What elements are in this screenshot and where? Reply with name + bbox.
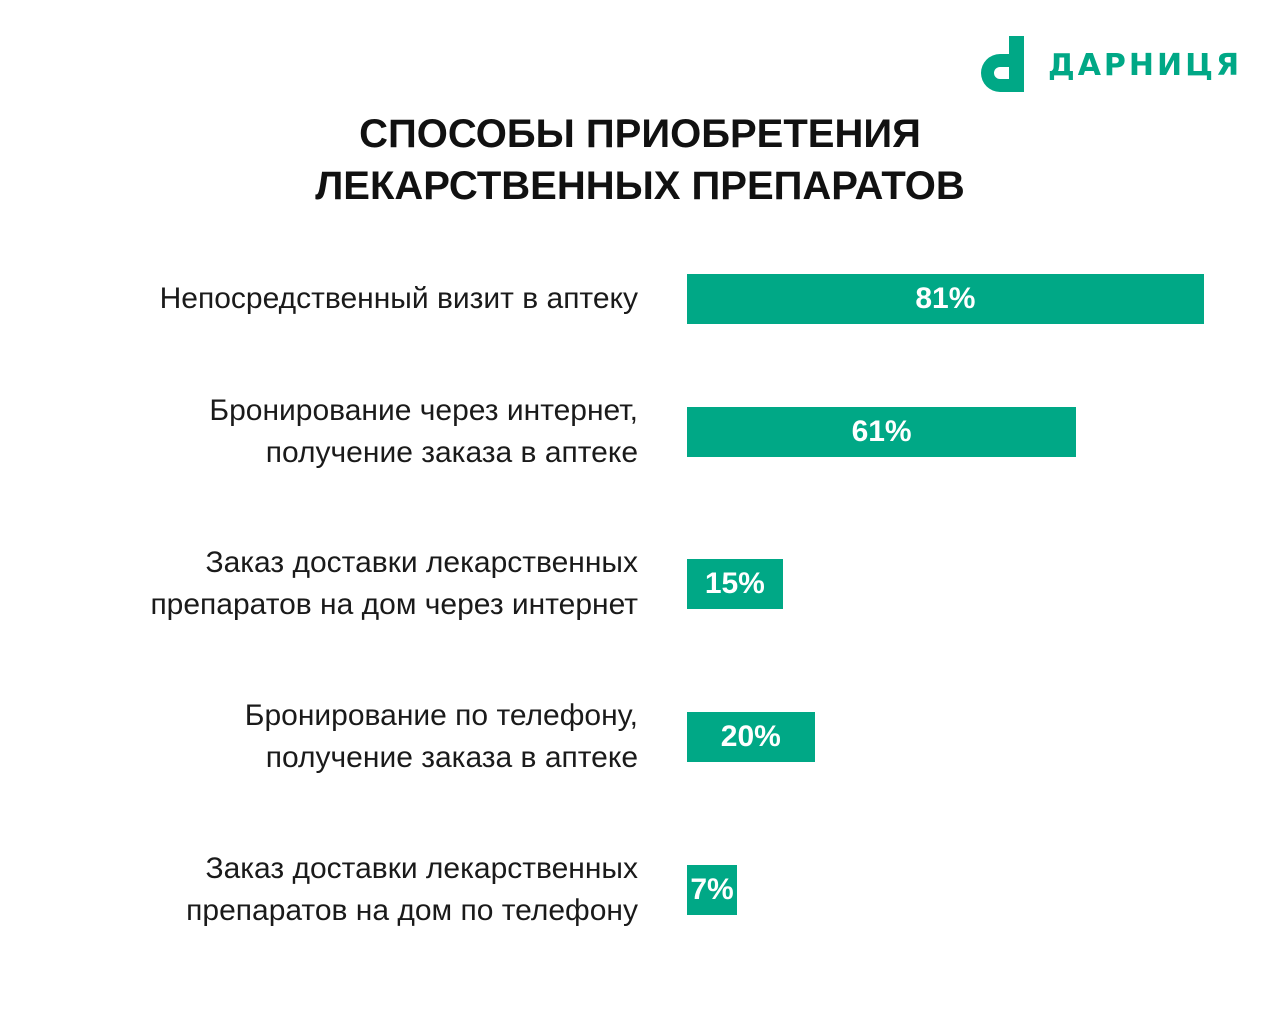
category-label-line: Бронирование через интернет, [209, 394, 638, 427]
category-label-line: Бронирование по телефону, [244, 699, 638, 732]
title-line: ЛЕКАРСТВЕННЫХ ПРЕПАРАТОВ [315, 164, 965, 208]
data-label: 15% [704, 567, 765, 600]
logo-text: ДАРНИЦЯ [1048, 48, 1243, 83]
category-label: Заказ доставки лекарственных препаратов н… [18, 848, 638, 932]
category-label: Заказ доставки лекарственных препаратов н… [18, 542, 638, 626]
category-label-line: Заказ доставки лекарственных [205, 852, 638, 885]
data-label: 61% [851, 415, 912, 448]
category-label: Бронирование через интернет, получение за… [18, 390, 638, 474]
darnitsa-logo: ДАРНИЦЯ [978, 36, 1239, 96]
bar: 20% [687, 712, 815, 762]
category-label-line: получение заказа в аптеке [265, 741, 638, 774]
category-label-line: получение заказа в аптеке [265, 436, 638, 469]
title-line: СПОСОБЫ ПРИОБРЕТЕНИЯ [359, 112, 921, 156]
category-label-line: Непосредственный визит в аптеку [159, 282, 638, 315]
bar: 7% [687, 865, 737, 915]
data-label: 7% [690, 873, 734, 906]
chart-title: СПОСОБЫ ПРИОБРЕТЕНИЯ ЛЕКАРСТВЕННЫХ ПРЕПА… [0, 108, 1280, 212]
category-label: Непосредственный визит в аптеку [18, 278, 638, 320]
category-label: Бронирование по телефону, получение заказ… [18, 695, 638, 779]
bar: 61% [687, 407, 1077, 457]
data-label: 81% [915, 282, 976, 315]
category-label-line: препаратов на дом через интернет [150, 588, 638, 621]
data-label: 20% [720, 720, 781, 753]
logo-d-icon [981, 36, 1024, 92]
bar: 81% [687, 274, 1204, 324]
category-label-line: Заказ доставки лекарственных [205, 546, 638, 579]
category-label-line: препаратов на дом по телефону [186, 894, 638, 927]
bar: 15% [687, 559, 783, 609]
